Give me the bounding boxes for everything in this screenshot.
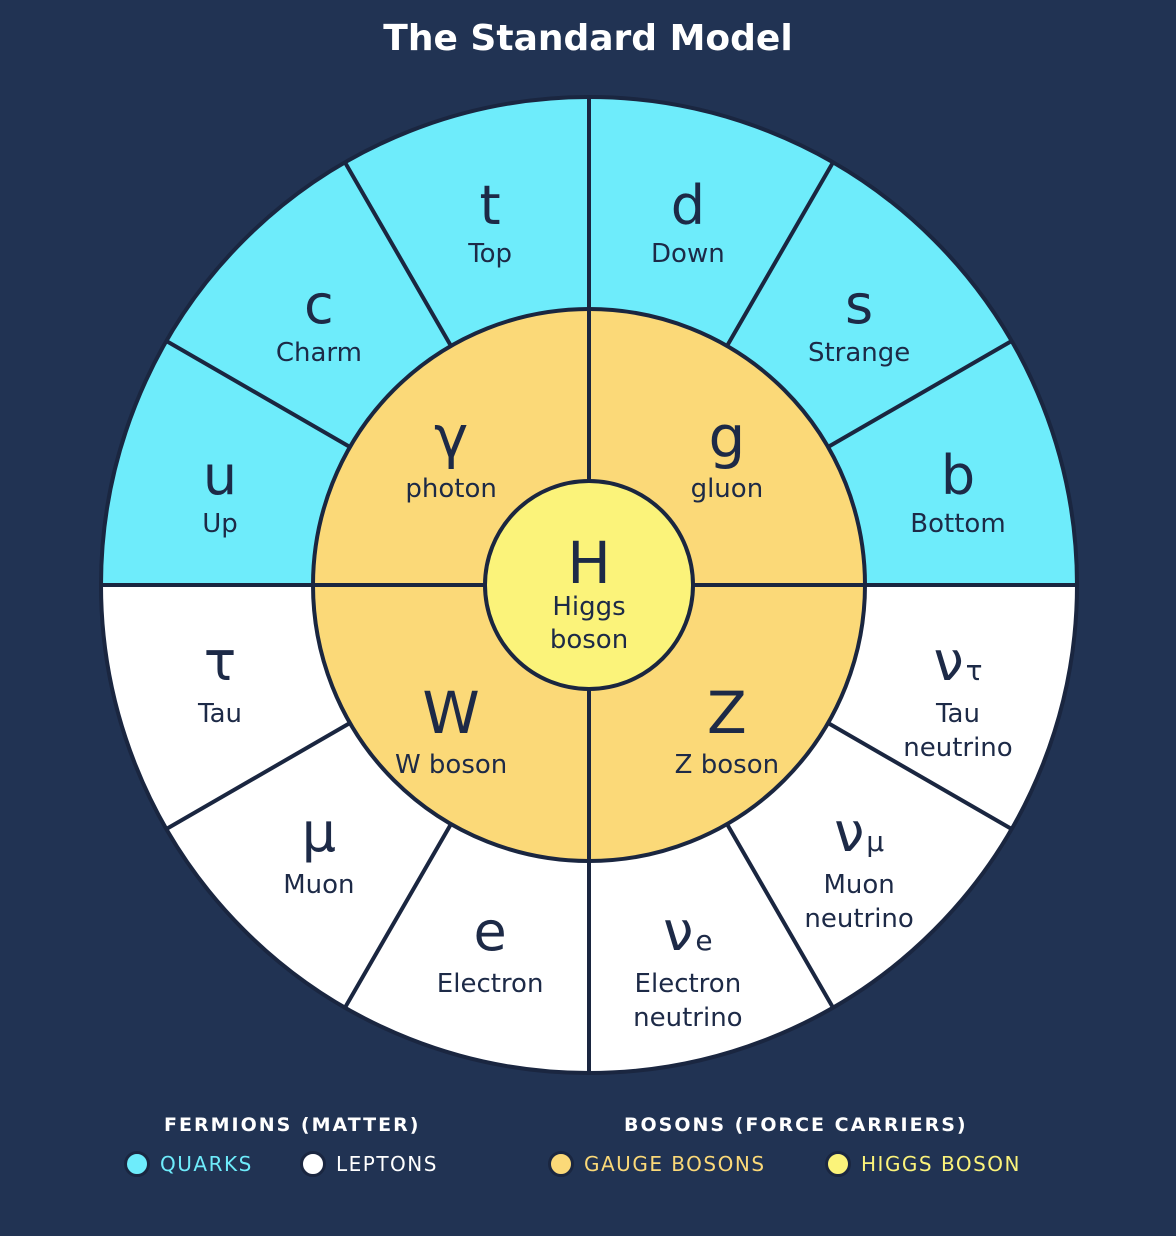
legend-item-quarks: QUARKS (124, 1151, 253, 1177)
outer-divider (725, 823, 835, 1009)
lepton-sector-3 (345, 824, 589, 1073)
gauge-name-z-boson: Z boson (675, 750, 779, 780)
legend-item-leptons: LEPTONS (300, 1151, 438, 1177)
quark-sector-bottom (828, 341, 1077, 585)
lepton-name-line2-1: neutrino (804, 904, 913, 934)
quark-name-charm: Charm (276, 338, 362, 368)
outer-divider (165, 339, 351, 449)
lepton-sector-1 (727, 723, 1012, 1008)
quarks-legend-label: QUARKS (160, 1152, 253, 1176)
quark-symbol-strange: s (845, 273, 873, 336)
gauge-sector-w-boson (313, 585, 589, 861)
higgs-boson-swatch (825, 1151, 851, 1177)
outer-divider (343, 161, 453, 347)
quarks-swatch (124, 1151, 150, 1177)
gauge-sector-gluon (589, 309, 865, 585)
outer-divider (827, 721, 1013, 831)
higgs-boson-legend-label: HIGGS BOSON (861, 1152, 1021, 1176)
quark-sector-top (345, 97, 589, 346)
lepton-symbol-0: ντ (933, 630, 982, 693)
quark-sector-up (101, 341, 350, 585)
gauge-bosons-legend-label: GAUGE BOSONS (584, 1152, 766, 1176)
quark-symbol-down: d (671, 174, 705, 237)
gauge-symbol-z-boson: Z (707, 679, 747, 747)
quark-sector-strange (727, 162, 1012, 447)
quark-symbol-top: t (480, 174, 501, 237)
legend-item-higgs-boson: HIGGS BOSON (825, 1151, 1021, 1177)
leptons-legend-label: LEPTONS (336, 1152, 438, 1176)
gauge-symbol-gluon: g (708, 403, 745, 471)
page-title: The Standard Model (383, 18, 793, 59)
gauge-symbol-photon: γ (434, 403, 468, 471)
quark-name-down: Down (651, 239, 725, 269)
outer-divider (343, 823, 453, 1009)
leptons-swatch (300, 1151, 326, 1177)
gauge-sector-photon (313, 309, 589, 585)
higgs-name-line2: boson (550, 625, 628, 655)
gauge-name-w-boson: W boson (395, 750, 507, 780)
legend-item-gauge-bosons: GAUGE BOSONS (548, 1151, 766, 1177)
lepton-name-0: Tau (935, 699, 980, 729)
gauge-symbol-w-boson: W (422, 679, 479, 747)
quark-name-top: Top (467, 239, 512, 269)
quark-symbol-up: u (203, 444, 237, 507)
quark-name-up: Up (202, 509, 238, 539)
lepton-sector-4 (166, 723, 451, 1008)
quark-symbol-bottom: b (941, 444, 975, 507)
lepton-symbol-3: e (474, 900, 507, 963)
lepton-name-1: Muon (823, 870, 894, 900)
outer-ring-outline (99, 95, 1079, 1075)
gauge-name-photon: photon (405, 474, 496, 504)
bosons-legend-heading: BOSONS (FORCE CARRIERS) (624, 1114, 968, 1136)
higgs-name-line1: Higgs (552, 592, 625, 622)
outer-divider (725, 161, 835, 347)
middle-ring-outline (311, 307, 867, 863)
quark-sector-down (589, 97, 833, 346)
lepton-name-3: Electron (437, 969, 544, 999)
higgs-outline (483, 479, 695, 691)
quark-name-bottom: Bottom (910, 509, 1005, 539)
lepton-name-line2-2: neutrino (633, 1003, 742, 1033)
lepton-sector-0 (828, 585, 1077, 829)
quark-name-strange: Strange (808, 338, 910, 368)
quark-symbol-charm: c (304, 273, 334, 336)
lepton-name-2: Electron (635, 969, 742, 999)
gauge-name-gluon: gluon (691, 474, 764, 504)
lepton-symbol-4: μ (302, 801, 336, 864)
lepton-name-5: Tau (197, 699, 242, 729)
outer-divider (827, 339, 1013, 449)
gauge-bosons-swatch (548, 1151, 574, 1177)
outer-divider (165, 721, 351, 831)
lepton-symbol-5: τ (204, 630, 237, 693)
lepton-name-line2-0: neutrino (903, 733, 1012, 763)
higgs-symbol: H (567, 529, 611, 597)
lepton-sector-5 (101, 585, 350, 829)
quark-sector-charm (166, 162, 451, 447)
fermions-legend-heading: FERMIONS (MATTER) (164, 1114, 421, 1136)
higgs-sector (485, 481, 693, 689)
lepton-symbol-2: νe (663, 900, 712, 963)
lepton-symbol-1: νμ (834, 801, 884, 864)
gauge-sector-z-boson (589, 585, 865, 861)
lepton-name-4: Muon (283, 870, 354, 900)
lepton-sector-2 (589, 824, 833, 1073)
